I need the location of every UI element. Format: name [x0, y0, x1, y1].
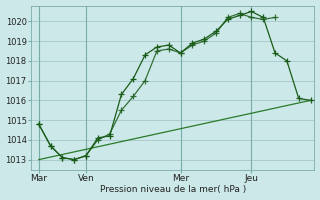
X-axis label: Pression niveau de la mer( hPa ): Pression niveau de la mer( hPa ): [100, 185, 246, 194]
